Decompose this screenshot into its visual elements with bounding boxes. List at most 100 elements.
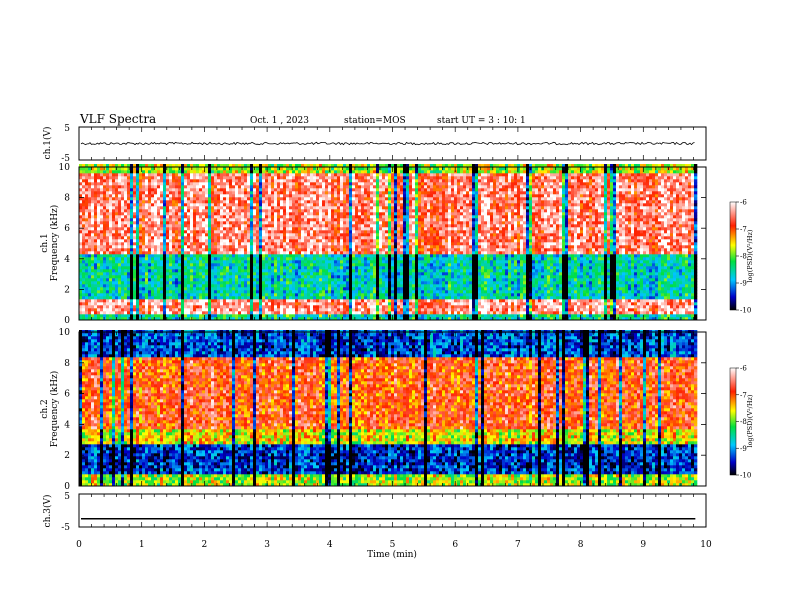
spec-cell (304, 182, 308, 186)
spec-cell (139, 215, 143, 219)
spec-cell (325, 278, 329, 282)
spec-cell (322, 293, 326, 297)
spec-cell (358, 233, 362, 237)
spec-cell (277, 224, 281, 228)
spec-cell (103, 191, 107, 195)
spec-cell (163, 284, 167, 288)
spec-cell (85, 266, 89, 270)
spec-cell (244, 242, 248, 246)
spec-cell (208, 236, 212, 240)
spec-cell (178, 287, 182, 291)
spec-cell (205, 257, 209, 261)
spec-cell (139, 287, 143, 291)
spec-cell (343, 188, 347, 192)
spec-cell (208, 182, 212, 186)
spec-cell (100, 275, 104, 279)
spec-cell (355, 218, 359, 222)
spec-cell (355, 212, 359, 216)
spec-cell (343, 314, 347, 318)
spec-cell (193, 278, 197, 282)
spec-cell (115, 293, 119, 297)
spec-cell (298, 278, 302, 282)
spec-cell (226, 251, 230, 255)
spec-cell (79, 293, 83, 297)
spec-cell (322, 179, 326, 183)
spec-cell (184, 173, 188, 177)
spec-cell (253, 176, 257, 180)
spec-cell (199, 275, 203, 279)
spec-cell (121, 188, 125, 192)
spec-cell (232, 266, 236, 270)
spec-cell (340, 272, 344, 276)
spec-cell (175, 251, 179, 255)
spec-cell (169, 182, 173, 186)
figure-title: VLF Spectra (79, 112, 156, 126)
spec-cell (331, 275, 335, 279)
spec-cell (244, 254, 248, 258)
spec-cell (130, 251, 134, 255)
spec-cell (238, 281, 242, 285)
spec-cell (187, 176, 191, 180)
spec-cell (178, 206, 182, 210)
spec-cell (136, 218, 140, 222)
spec-cell (292, 263, 296, 267)
spec-cell (139, 212, 143, 216)
spec-cell (283, 272, 287, 276)
spec-cell (334, 200, 338, 204)
spec-cell (277, 182, 281, 186)
spec-cell (94, 260, 98, 264)
spec-cell (241, 254, 245, 258)
spec-cell (193, 290, 197, 294)
spec-cell (316, 275, 320, 279)
spec-cell (259, 215, 263, 219)
spec-cell (148, 227, 152, 231)
spec-cell (334, 167, 338, 171)
spec-cell (316, 260, 320, 264)
spec-cell (166, 251, 170, 255)
spec-cell (307, 305, 311, 309)
spec-cell (364, 230, 368, 234)
spec-cell (334, 281, 338, 285)
spec-cell (190, 224, 194, 228)
spec-cell (145, 170, 149, 174)
spec-cell (151, 302, 155, 306)
spec-cell (106, 260, 110, 264)
spec-cell (229, 197, 233, 201)
spec-cell (142, 293, 146, 297)
spec-cell (241, 284, 245, 288)
spec-cell (115, 185, 119, 189)
spec-cell (229, 206, 233, 210)
spec-cell (235, 305, 239, 309)
spec-cell (166, 317, 170, 321)
spec-cell (79, 188, 83, 192)
spec-cell (88, 299, 92, 303)
spec-cell (100, 176, 104, 180)
spec-cell (283, 248, 287, 252)
spec-cell (244, 281, 248, 285)
spec-cell (205, 296, 209, 300)
spec-cell (208, 281, 212, 285)
spec-cell (196, 302, 200, 306)
spec-cell (364, 212, 368, 216)
spec-cell (355, 290, 359, 294)
spec-cell (271, 245, 275, 249)
spec-cell (199, 248, 203, 252)
spec-cell (229, 299, 233, 303)
spec-cell (88, 248, 92, 252)
spec-cell (145, 164, 149, 168)
spec-cell (181, 185, 185, 189)
spec-cell (121, 254, 125, 258)
spec-cell (325, 257, 329, 261)
spec-cell (223, 188, 227, 192)
spec-cell (253, 311, 257, 315)
spec-cell (319, 164, 323, 168)
spec-cell (211, 173, 215, 177)
spec-cell (103, 269, 107, 273)
spec-cell (286, 263, 290, 267)
spec-cell (265, 302, 269, 306)
spec-cell (268, 194, 272, 198)
spec-cell (286, 266, 290, 270)
spec-cell (277, 176, 281, 180)
spec-cell (235, 281, 239, 285)
spec-cell (346, 284, 350, 288)
